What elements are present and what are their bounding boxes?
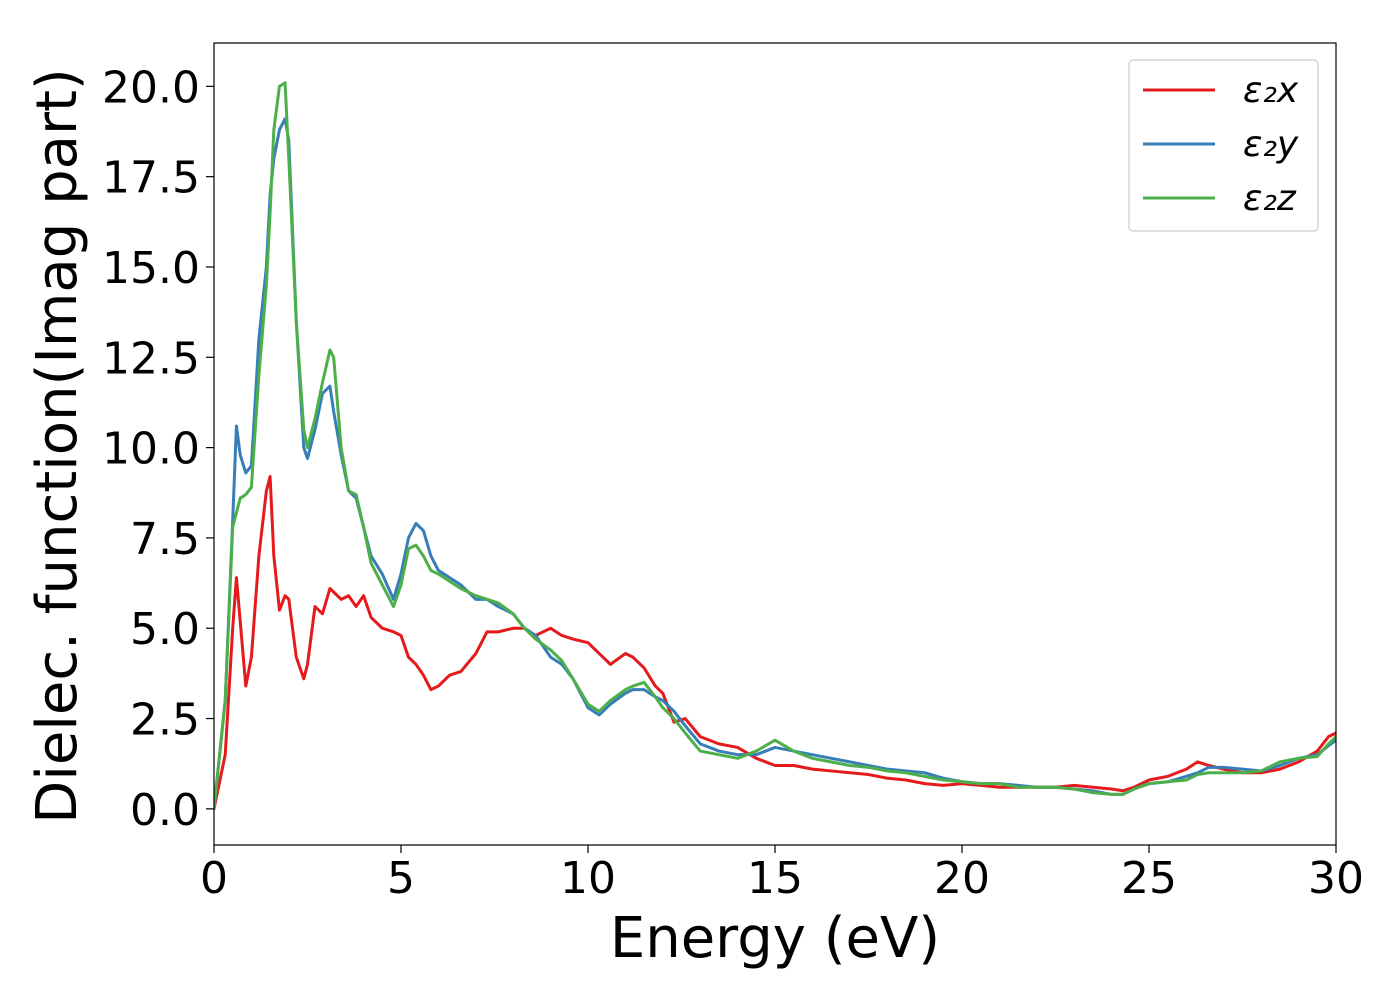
legend-label-3: ε₂z [1243, 178, 1297, 219]
y-tick-label: 7.5 [130, 514, 200, 565]
y-tick-label: 0.0 [130, 785, 200, 836]
y-tick-label: 5.0 [130, 604, 200, 655]
series-line-1 [214, 475, 1336, 811]
x-tick-label: 25 [1121, 853, 1177, 904]
y-tick-label: 17.5 [102, 153, 200, 204]
x-axis-title: Energy (eV) [610, 906, 940, 971]
y-tick-label: 20.0 [102, 62, 200, 113]
y-tick-label: 15.0 [102, 243, 200, 294]
series-line-3 [214, 81, 1336, 811]
y-tick-label: 2.5 [130, 695, 200, 746]
x-tick-label: 20 [934, 853, 990, 904]
series-layer [214, 81, 1336, 811]
x-tick-label: 5 [387, 853, 415, 904]
y-tick-label: 10.0 [102, 424, 200, 475]
legend-box [1128, 59, 1319, 232]
x-tick-label: 0 [200, 853, 228, 904]
legend-label-2: ε₂y [1243, 124, 1299, 165]
x-tick-label: 15 [747, 853, 803, 904]
legend: ε₂x ε₂y ε₂z [1128, 59, 1319, 232]
y-tick-label: 12.5 [102, 333, 200, 384]
y-axis-title: Dielec. function(Imag part) [25, 68, 90, 824]
axes-layer: 0 5 10 15 20 25 30 0.0 2.5 5.0 7.5 10.0 12.5 15.0 17.5… [102, 42, 1364, 904]
x-tick-label: 10 [560, 853, 616, 904]
legend-label-1: ε₂x [1243, 70, 1299, 111]
x-tick-label: 30 [1308, 853, 1364, 904]
